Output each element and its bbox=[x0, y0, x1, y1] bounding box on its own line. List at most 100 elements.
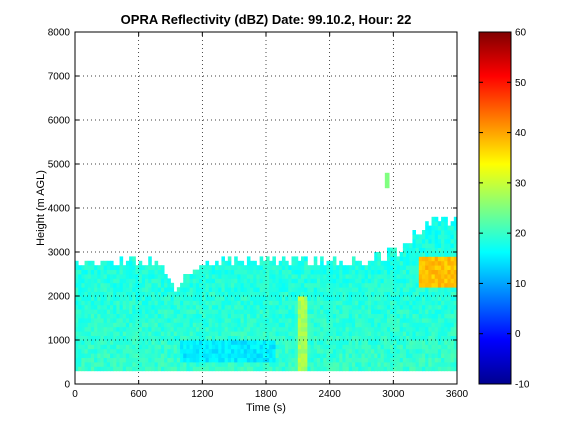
heatmap-cell bbox=[84, 335, 89, 341]
heatmap-cell bbox=[208, 340, 213, 345]
heatmap-cell bbox=[364, 269, 369, 275]
heatmap-cell bbox=[437, 247, 442, 253]
heatmap-cell bbox=[399, 296, 404, 301]
heatmap-cell bbox=[183, 300, 187, 306]
heatmap-cell bbox=[345, 300, 350, 306]
heatmap-cell bbox=[215, 291, 219, 297]
heatmap-cell bbox=[100, 326, 105, 332]
heatmap-cell bbox=[307, 287, 311, 292]
heatmap-cell bbox=[431, 234, 436, 240]
heatmap-cell bbox=[428, 252, 432, 257]
heatmap-cell bbox=[301, 282, 305, 288]
heatmap-cell bbox=[129, 366, 133, 372]
heatmap-cell bbox=[122, 326, 127, 332]
heatmap-cell bbox=[428, 247, 432, 253]
heatmap-cell bbox=[297, 326, 302, 332]
heatmap-cell bbox=[377, 318, 381, 323]
heatmap-cell bbox=[431, 296, 436, 301]
heatmap-cell bbox=[310, 313, 315, 319]
heatmap-cell bbox=[361, 326, 366, 332]
heatmap-cell bbox=[329, 322, 334, 328]
heatmap-cell bbox=[110, 265, 114, 270]
heatmap-cell bbox=[412, 331, 417, 336]
heatmap-cell bbox=[351, 304, 356, 310]
heatmap-cell bbox=[285, 287, 289, 292]
heatmap-cell bbox=[173, 353, 178, 358]
heatmap-cell bbox=[160, 366, 165, 372]
heatmap-cell bbox=[122, 296, 127, 301]
heatmap-cell bbox=[453, 216, 458, 222]
heatmap-cell bbox=[75, 274, 79, 279]
heatmap-cell bbox=[189, 357, 194, 363]
heatmap-cell bbox=[383, 340, 388, 345]
heatmap-cell bbox=[122, 353, 127, 358]
heatmap-cell bbox=[221, 331, 226, 336]
heatmap-cell bbox=[367, 357, 372, 363]
heatmap-cell bbox=[234, 300, 238, 306]
heatmap-cell bbox=[132, 282, 136, 288]
heatmap-cell bbox=[227, 291, 232, 297]
heatmap-cell bbox=[157, 353, 162, 358]
heatmap-cell bbox=[393, 291, 397, 297]
heatmap-cell bbox=[167, 318, 171, 323]
heatmap-cell bbox=[421, 252, 426, 257]
heatmap-cell bbox=[329, 287, 334, 292]
heatmap-cell bbox=[116, 331, 120, 336]
heatmap-cell bbox=[323, 340, 327, 345]
heatmap-cell bbox=[192, 322, 197, 328]
heatmap-cell bbox=[441, 309, 445, 314]
heatmap-cell bbox=[310, 322, 315, 328]
heatmap-cell bbox=[218, 331, 222, 336]
heatmap-cell bbox=[301, 326, 305, 332]
heatmap-cell bbox=[81, 282, 85, 288]
heatmap-cell bbox=[208, 278, 213, 284]
heatmap-cell bbox=[326, 282, 331, 288]
heatmap-cell bbox=[412, 230, 417, 235]
heatmap-cell bbox=[215, 357, 219, 363]
heatmap-cell bbox=[332, 291, 337, 297]
heatmap-cell bbox=[125, 340, 130, 345]
heatmap-cell bbox=[361, 353, 366, 358]
heatmap-cell bbox=[269, 335, 273, 341]
heatmap-cell bbox=[396, 340, 401, 345]
heatmap-cell bbox=[390, 366, 394, 372]
heatmap-cell bbox=[269, 260, 273, 266]
heatmap-cell bbox=[377, 256, 381, 262]
heatmap-cell bbox=[262, 344, 267, 350]
heatmap-cell bbox=[332, 260, 337, 266]
heatmap-cell bbox=[266, 331, 270, 336]
heatmap-cell bbox=[393, 335, 397, 341]
heatmap-cell bbox=[151, 340, 155, 345]
heatmap-cell bbox=[269, 309, 273, 314]
heatmap-cell bbox=[326, 309, 331, 314]
heatmap-cell bbox=[355, 344, 359, 350]
heatmap-cell bbox=[205, 269, 210, 275]
heatmap-cell bbox=[304, 348, 308, 354]
heatmap-cell bbox=[386, 265, 391, 270]
heatmap-cell bbox=[396, 296, 401, 301]
heatmap-cell bbox=[189, 344, 194, 350]
heatmap-cell bbox=[122, 340, 127, 345]
heatmap-cell bbox=[386, 318, 391, 323]
heatmap-cell bbox=[97, 296, 101, 301]
heatmap-cell bbox=[135, 313, 140, 319]
heatmap-cell bbox=[110, 340, 114, 345]
heatmap-cell bbox=[110, 282, 114, 288]
heatmap-cell bbox=[326, 348, 331, 354]
heatmap-cell bbox=[447, 318, 452, 323]
heatmap-cell bbox=[307, 300, 311, 306]
heatmap-cell bbox=[355, 331, 359, 336]
heatmap-cell bbox=[441, 282, 445, 288]
heatmap-cell bbox=[415, 326, 420, 332]
heatmap-cell bbox=[447, 300, 452, 306]
heatmap-cell bbox=[250, 348, 254, 354]
heatmap-cell bbox=[103, 309, 108, 314]
heatmap-cell bbox=[301, 304, 305, 310]
heatmap-cell bbox=[78, 357, 82, 363]
heatmap-cell bbox=[447, 238, 452, 244]
heatmap-cell bbox=[218, 322, 222, 328]
heatmap-cell bbox=[291, 287, 296, 292]
heatmap-cell bbox=[371, 287, 375, 292]
heatmap-cell bbox=[304, 344, 308, 350]
heatmap-cell bbox=[383, 300, 388, 306]
